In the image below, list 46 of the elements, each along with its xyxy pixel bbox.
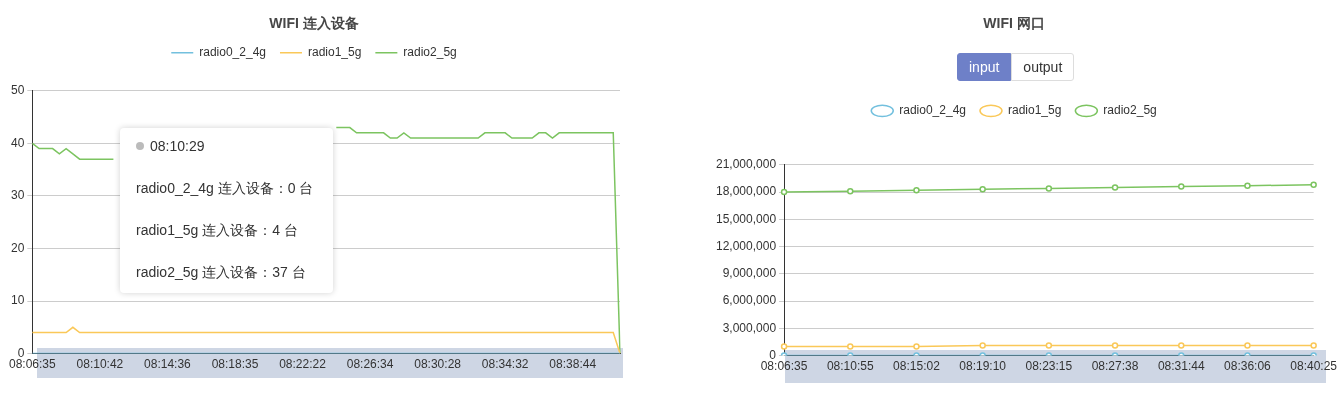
y-tick-label: 40 <box>10 135 25 150</box>
y-tick-label: 20 <box>10 240 25 255</box>
x-tick-label: 08:10:55 <box>826 359 874 374</box>
y-tick-label: 10 <box>10 293 25 308</box>
y-tick-label: 21,000,000 <box>716 157 777 172</box>
legend-label: radio0_2_4g <box>899 103 966 118</box>
y-tick-label: 18,000,000 <box>716 184 777 199</box>
text: input <box>957 53 1012 81</box>
x-tick-label: 08:26:34 <box>346 357 394 372</box>
x-tick-label: 08:22:22 <box>279 357 327 372</box>
x-tick-label: 08:27:38 <box>1091 359 1139 374</box>
y-tick-label: 12,000,000 <box>716 238 777 253</box>
x-tick-label: 08:34:32 <box>481 357 529 372</box>
annotation: radio1_5g 连入设备：4 台 <box>136 222 298 240</box>
y-tick-label: 30 <box>10 188 25 203</box>
y-tick-label: 0 <box>769 347 777 362</box>
x-tick-label: 08:40:25 <box>1290 359 1338 374</box>
x-tick-label: 08:31:44 <box>1157 359 1205 374</box>
x-tick-label: 08:19:10 <box>959 359 1007 374</box>
annotation: 08:10:29 <box>150 138 205 154</box>
y-tick-label: 15,000,000 <box>716 211 777 226</box>
x-tick-label: 08:15:02 <box>893 359 941 374</box>
annotation: radio0_2_4g 连入设备：0 台 <box>136 180 314 198</box>
x-tick-label: 08:18:35 <box>211 357 259 372</box>
y-tick-label: 3,000,000 <box>722 320 777 335</box>
x-tick-label: 08:23:15 <box>1025 359 1073 374</box>
legend-label: radio1_5g <box>1007 103 1062 118</box>
y-tick-label: 6,000,000 <box>722 293 777 308</box>
x-tick-label: 08:06:35 <box>8 357 57 372</box>
y-tick-label: 50 <box>10 83 25 98</box>
x-tick-label: 08:10:42 <box>76 357 124 372</box>
chart-title: WIFI 连入设备 <box>269 15 359 32</box>
y-tick-label: 0 <box>17 345 25 360</box>
x-tick-label: 08:14:36 <box>144 357 192 372</box>
x-tick-label: 08:30:28 <box>414 357 462 372</box>
legend-label: radio2_5g <box>1103 103 1157 118</box>
x-tick-label: 08:06:35 <box>760 359 808 374</box>
x-tick-label: 08:36:06 <box>1224 359 1272 374</box>
legend-label: radio0_2_4g <box>199 45 266 60</box>
legend-label: radio1_5g <box>307 45 362 60</box>
annotation: radio2_5g 连入设备：37 台 <box>136 264 306 282</box>
legend-label: radio2_5g <box>403 45 457 60</box>
x-tick-label: 08:38:44 <box>549 357 597 372</box>
chart-title: WIFI 网口 <box>983 15 1045 32</box>
text: output <box>1011 53 1075 81</box>
y-tick-label: 9,000,000 <box>722 266 777 281</box>
